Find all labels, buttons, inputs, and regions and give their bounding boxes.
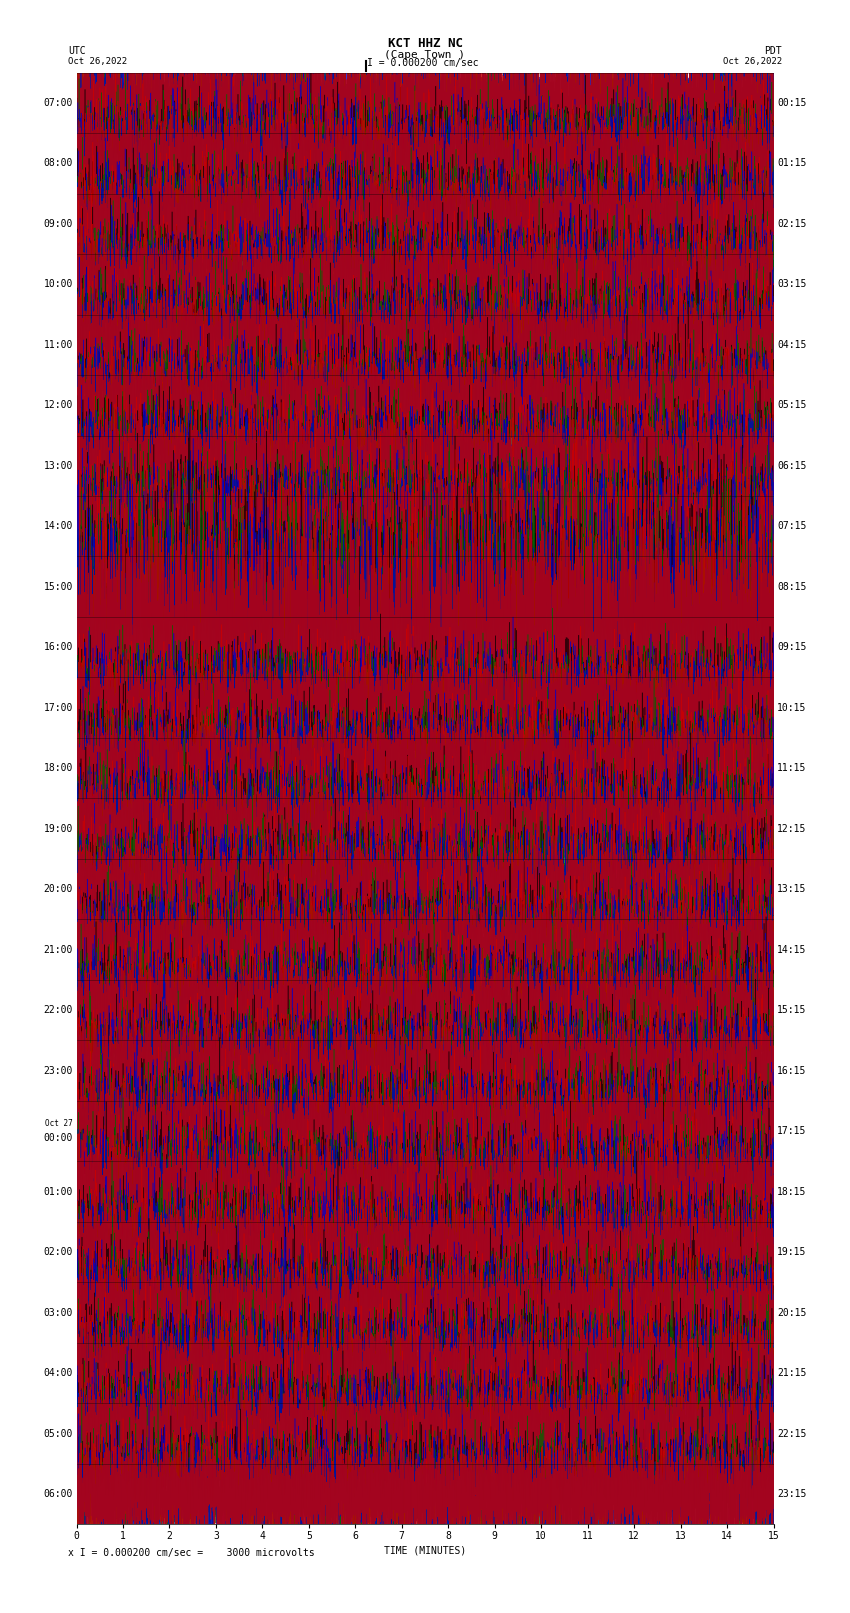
Text: 02:15: 02:15 — [777, 219, 807, 229]
Text: 06:15: 06:15 — [777, 461, 807, 471]
Text: 11:15: 11:15 — [777, 763, 807, 773]
Text: 12:15: 12:15 — [777, 824, 807, 834]
Text: 12:00: 12:00 — [43, 400, 73, 410]
Text: 15:15: 15:15 — [777, 1005, 807, 1015]
Text: 21:15: 21:15 — [777, 1368, 807, 1378]
Text: (Cape Town ): (Cape Town ) — [384, 50, 466, 60]
Text: 09:00: 09:00 — [43, 219, 73, 229]
Text: 02:00: 02:00 — [43, 1247, 73, 1257]
Text: 00:15: 00:15 — [777, 98, 807, 108]
Text: 07:00: 07:00 — [43, 98, 73, 108]
Text: 14:15: 14:15 — [777, 945, 807, 955]
Text: 04:15: 04:15 — [777, 340, 807, 350]
Text: 03:00: 03:00 — [43, 1308, 73, 1318]
Text: 20:15: 20:15 — [777, 1308, 807, 1318]
Text: 22:00: 22:00 — [43, 1005, 73, 1015]
Text: 19:00: 19:00 — [43, 824, 73, 834]
Text: 06:00: 06:00 — [43, 1489, 73, 1498]
Text: x I = 0.000200 cm/sec =    3000 microvolts: x I = 0.000200 cm/sec = 3000 microvolts — [68, 1548, 314, 1558]
Text: Oct 26,2022: Oct 26,2022 — [68, 56, 128, 66]
Text: 18:00: 18:00 — [43, 763, 73, 773]
Text: 03:15: 03:15 — [777, 279, 807, 289]
Text: 22:15: 22:15 — [777, 1429, 807, 1439]
Text: 08:00: 08:00 — [43, 158, 73, 168]
Text: 23:15: 23:15 — [777, 1489, 807, 1498]
X-axis label: TIME (MINUTES): TIME (MINUTES) — [384, 1545, 466, 1555]
Text: 04:00: 04:00 — [43, 1368, 73, 1378]
Text: KCT HHZ NC: KCT HHZ NC — [388, 37, 462, 50]
Text: Oct 27: Oct 27 — [45, 1119, 73, 1129]
Text: 07:15: 07:15 — [777, 521, 807, 531]
Text: PDT: PDT — [764, 47, 782, 56]
Text: I = 0.000200 cm/sec: I = 0.000200 cm/sec — [367, 58, 479, 68]
Text: 13:00: 13:00 — [43, 461, 73, 471]
Text: 16:15: 16:15 — [777, 1066, 807, 1076]
Text: 01:00: 01:00 — [43, 1187, 73, 1197]
Text: 15:00: 15:00 — [43, 582, 73, 592]
Text: UTC: UTC — [68, 47, 86, 56]
Text: 01:15: 01:15 — [777, 158, 807, 168]
Text: 23:00: 23:00 — [43, 1066, 73, 1076]
Text: 09:15: 09:15 — [777, 642, 807, 652]
Text: 17:15: 17:15 — [777, 1126, 807, 1136]
Text: 05:15: 05:15 — [777, 400, 807, 410]
Text: 00:00: 00:00 — [43, 1134, 73, 1144]
Text: 14:00: 14:00 — [43, 521, 73, 531]
Text: 21:00: 21:00 — [43, 945, 73, 955]
Text: 10:15: 10:15 — [777, 703, 807, 713]
Text: 13:15: 13:15 — [777, 884, 807, 894]
Text: 20:00: 20:00 — [43, 884, 73, 894]
Text: 05:00: 05:00 — [43, 1429, 73, 1439]
Text: 19:15: 19:15 — [777, 1247, 807, 1257]
Text: 10:00: 10:00 — [43, 279, 73, 289]
Text: 16:00: 16:00 — [43, 642, 73, 652]
Text: 08:15: 08:15 — [777, 582, 807, 592]
Text: 18:15: 18:15 — [777, 1187, 807, 1197]
Text: Oct 26,2022: Oct 26,2022 — [722, 56, 782, 66]
Text: 11:00: 11:00 — [43, 340, 73, 350]
Text: 17:00: 17:00 — [43, 703, 73, 713]
